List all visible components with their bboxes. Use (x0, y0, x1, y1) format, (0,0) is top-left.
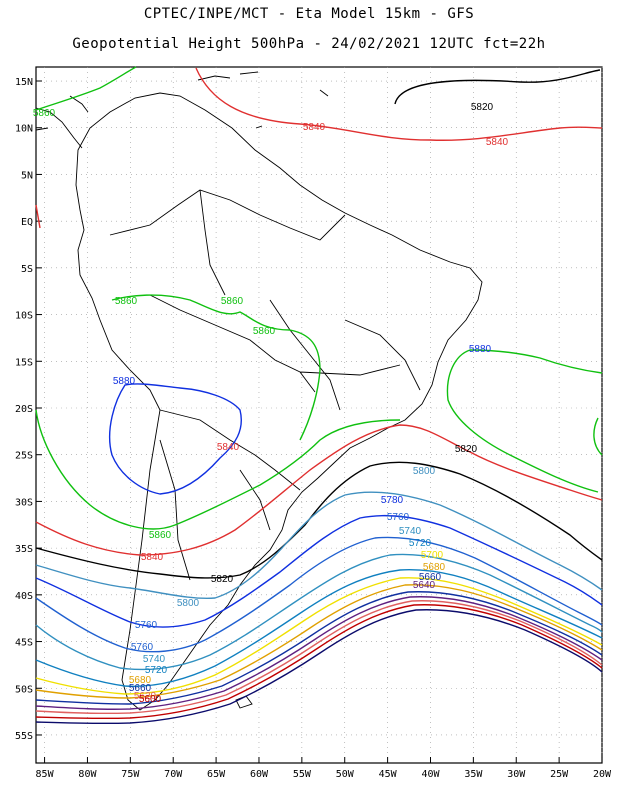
contour-label: 5860 (115, 296, 138, 307)
contour-label: 5880 (469, 344, 492, 355)
contour-label: 5880 (113, 376, 136, 387)
map-title-line1: CPTEC/INPE/MCT - Eta Model 15km - GFS (143, 6, 475, 22)
contour-label: 5720 (145, 665, 168, 676)
contour-5780 (35, 514, 603, 628)
contour-label: 5820 (471, 102, 494, 113)
contour-5820-south (35, 461, 603, 579)
contour-5860-east (446, 349, 603, 493)
contour-label: 5700 (421, 550, 444, 561)
latitude-labels: 15N 10N 5N EQ 5S 10S 15S 20S 25S 30S 35S 40S 45S 50S 5… (15, 77, 33, 742)
height-contours (35, 66, 603, 725)
contour-label: 5860 (253, 326, 276, 337)
lat-label: 5S (21, 264, 33, 275)
contour-5580 (35, 609, 603, 725)
contour-label: 5840 (141, 552, 164, 563)
contour-5660 (35, 591, 603, 705)
contour-5840-south (35, 424, 603, 556)
contour-5760 (35, 536, 603, 653)
contour-5860-nw (35, 66, 137, 111)
contour-label: 5760 (135, 620, 158, 631)
axis-ticks (36, 80, 603, 763)
contour-label: 5860 (149, 530, 172, 541)
lat-label: 15N (15, 77, 33, 88)
contour-label: 5860 (221, 296, 244, 307)
map-title-line2: Geopotential Height 500hPa - 24/02/2021 … (72, 36, 546, 52)
contour-5680 (35, 584, 603, 699)
lat-label: 10S (15, 311, 33, 322)
lon-label: 70W (164, 769, 183, 780)
contour-label: 5740 (399, 526, 422, 537)
contour-label: 5680 (423, 562, 446, 573)
contour-label: 5660 (419, 572, 442, 583)
lon-label: 30W (507, 769, 526, 780)
lon-label: 85W (36, 769, 55, 780)
contour-label: 5660 (129, 683, 152, 694)
contour-label: 5720 (409, 538, 432, 549)
contour-label: 5780 (381, 495, 404, 506)
contour-5860-west (35, 409, 401, 530)
lon-label: 80W (78, 769, 97, 780)
contour-5820-north (394, 69, 601, 105)
contour-5800 (35, 491, 603, 600)
contour-label: 5600 (139, 694, 162, 705)
coastlines-and-borders (35, 71, 483, 711)
map-frame (35, 66, 603, 764)
contour-5880-high (108, 383, 242, 495)
contour-5700 (35, 577, 603, 695)
contour-label: 5680 (129, 675, 152, 686)
contour-label: 5820 (211, 574, 234, 585)
caribbean-islands (197, 71, 329, 129)
lon-label: 35W (464, 769, 483, 780)
contour-5740 (35, 553, 603, 671)
contour-label: 5840 (303, 122, 326, 133)
lat-label: 15S (15, 357, 33, 368)
lon-label: 50W (336, 769, 355, 780)
contour-5600 (35, 604, 603, 720)
lon-label: 55W (293, 769, 312, 780)
lon-label: 20W (593, 769, 612, 780)
lat-label: 40S (15, 591, 33, 602)
lat-label: 45S (15, 638, 33, 649)
contour-5720 (35, 569, 603, 688)
south-america-coastline (75, 92, 483, 711)
lat-label: 25S (15, 451, 33, 462)
lon-label: 60W (250, 769, 269, 780)
lat-label: 5N (21, 170, 33, 181)
lat-label: 30S (15, 497, 33, 508)
contour-label: 5640 (413, 580, 436, 591)
lon-label: 25W (550, 769, 569, 780)
contour-label: 5840 (486, 137, 509, 148)
contour-5840-west-edge (35, 204, 41, 229)
contour-label: 5740 (143, 654, 166, 665)
lat-label: 20S (15, 404, 33, 415)
contour-label: 5840 (217, 442, 240, 453)
contour-5860-amazon (111, 294, 321, 441)
contour-5620 (35, 600, 603, 715)
political-borders (109, 189, 421, 581)
contour-label: 5760 (387, 512, 410, 523)
contour-label: 5820 (455, 444, 478, 455)
contour-label: 5800 (413, 466, 436, 477)
lon-label: 65W (207, 769, 226, 780)
contour-label: 5760 (131, 642, 154, 653)
contour-5840-north (195, 67, 603, 141)
lat-label: 50S (15, 684, 33, 695)
longitude-labels: 85W 80W 75W 70W 65W 60W 55W 50W 45W 40W 35W 30W 25W 2… (36, 769, 612, 780)
contour-label: 5620 (134, 691, 157, 702)
contour-label: 5860 (33, 108, 56, 119)
contour-5640 (35, 596, 603, 710)
lat-label: EQ (21, 217, 33, 228)
lon-label: 40W (421, 769, 440, 780)
lat-label: 10N (15, 124, 33, 135)
contour-labels: 5820 5840 5840 5860 5860 5860 5860 5880 5880 5840… (33, 102, 509, 705)
central-america (35, 95, 89, 149)
contour-label: 5800 (177, 598, 200, 609)
lon-label: 45W (379, 769, 398, 780)
grid-lines (36, 67, 603, 763)
lat-label: 55S (15, 731, 33, 742)
lat-label: 35S (15, 544, 33, 555)
lon-label: 75W (121, 769, 140, 780)
